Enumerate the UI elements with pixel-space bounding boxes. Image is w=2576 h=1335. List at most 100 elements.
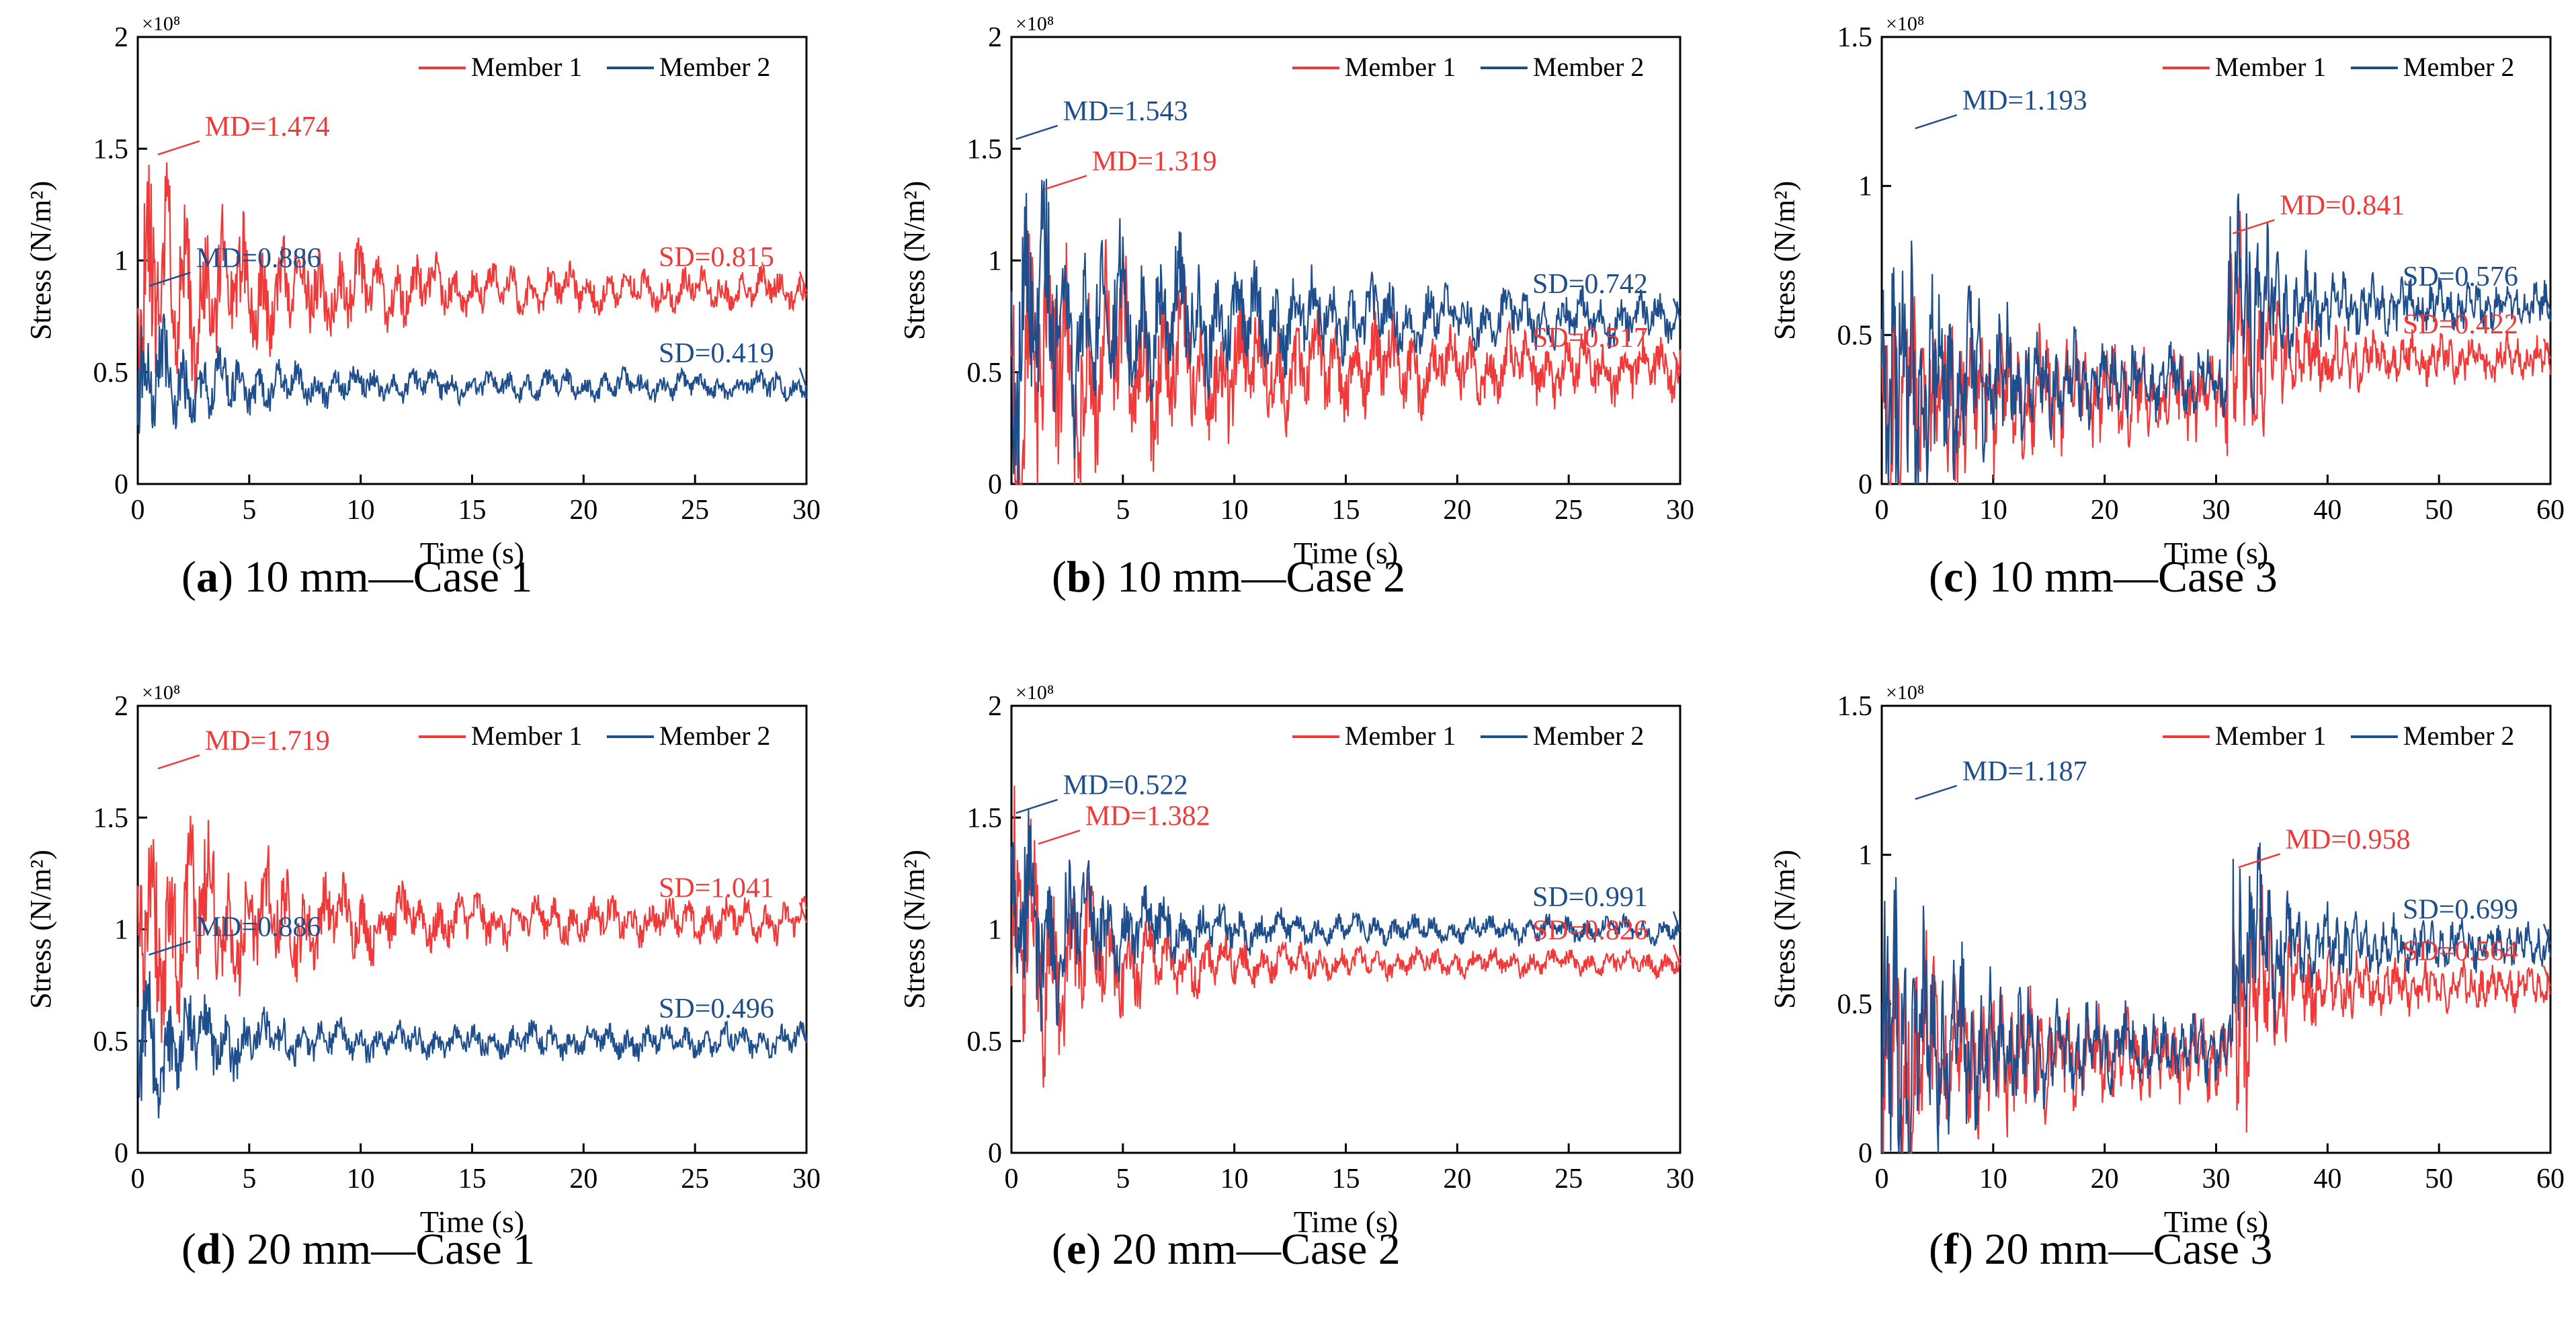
- annotation-label: MD=0.958: [2286, 824, 2411, 855]
- y-tick-label: 0: [114, 1138, 128, 1169]
- annotation-leader: [798, 1022, 808, 1044]
- caption-paren-open: (: [1052, 553, 1067, 602]
- series-line-1: [1880, 885, 2551, 1154]
- series-line-1: [1010, 785, 1681, 1088]
- caption-paren-close: ): [1958, 1225, 1973, 1274]
- x-tick-label: 20: [2091, 1164, 2119, 1195]
- series-line-1: [136, 815, 808, 1043]
- annotation-leader: [2542, 924, 2552, 945]
- y-axis-label: Stress (N/m²): [898, 181, 931, 340]
- caption-paren-open: (: [1929, 553, 1944, 602]
- panel-caption: (a) 10 mm—Case 1: [181, 553, 532, 602]
- y-tick-label: 1.5: [1837, 22, 1873, 53]
- x-tick-label: 30: [1666, 495, 1694, 526]
- caption-text: 20 mm—Case 2: [1101, 1225, 1400, 1274]
- caption-letter: e: [1067, 1225, 1086, 1274]
- annotation-label: SD=0.991: [1532, 882, 1648, 913]
- annotation-label: MD=0.886: [196, 912, 321, 942]
- annotation-label: MD=1.187: [1962, 756, 2087, 787]
- panel-caption: (c) 10 mm—Case 3: [1929, 553, 2278, 602]
- x-tick-label: 25: [1554, 495, 1583, 526]
- annotation-label: SD=0.496: [659, 994, 774, 1024]
- annotation-leader: [2542, 338, 2552, 360]
- x-axis-label: Time (s): [1294, 536, 1399, 570]
- x-tick-label: 30: [2202, 1164, 2231, 1195]
- annotation-leader: [157, 140, 200, 156]
- annotation-label: SD=0.517: [1532, 323, 1648, 354]
- x-tick-label: 5: [242, 1164, 256, 1195]
- x-tick-label: 5: [1116, 1164, 1130, 1195]
- y-tick-label: 1.5: [967, 134, 1003, 165]
- x-tick-label: 15: [1332, 495, 1360, 526]
- x-axis-label: Time (s): [2164, 536, 2269, 570]
- x-tick-label: 0: [131, 1164, 145, 1195]
- annotation-label: MD=1.319: [1092, 146, 1217, 177]
- y-axis-label: Stress (N/m²): [898, 850, 931, 1009]
- annotation-leader: [1915, 784, 1958, 800]
- x-tick-label: 5: [242, 495, 256, 526]
- x-tick-label: 5: [1116, 495, 1130, 526]
- chart-panel-c: 0 0.5 1 1.5 0 10 20 30 40 50 60 ×10⁸ Time (s) Stress …: [1768, 13, 2565, 602]
- x-tick-label: 10: [347, 1164, 375, 1195]
- x-axis-label: Time (s): [420, 536, 525, 570]
- x-tick-label: 30: [792, 1164, 821, 1195]
- x-tick-label: 60: [2536, 1164, 2565, 1195]
- y-tick-label: 0.5: [93, 358, 129, 389]
- y-tick-label: 2: [114, 691, 128, 722]
- caption-paren-open: (: [1929, 1225, 1944, 1274]
- y-tick-label: 1: [988, 915, 1002, 946]
- y-tick-label: 1: [114, 915, 128, 946]
- legend-label: Member 2: [1533, 721, 1645, 751]
- y-tick-label: 1.5: [1837, 691, 1873, 722]
- x-tick-label: 0: [1875, 1164, 1889, 1195]
- annotation-leader: [1038, 830, 1081, 845]
- x-tick-label: 15: [458, 495, 487, 526]
- series-line-1: [136, 162, 808, 411]
- x-tick-label: 30: [792, 495, 821, 526]
- y-tick-label: 1: [1858, 171, 1872, 202]
- annotation-label: SD=0.815: [659, 242, 774, 273]
- x-tick-label: 40: [2313, 1164, 2341, 1195]
- legend-label: Member 1: [2215, 52, 2327, 82]
- y-tick-label: 1.5: [93, 803, 129, 834]
- series-line-2: [1010, 178, 1681, 485]
- annotation-label: MD=0.886: [196, 243, 321, 274]
- y-tick-label: 0: [988, 469, 1002, 500]
- y-tick-label: 1: [114, 246, 128, 277]
- x-tick-label: 25: [1554, 1164, 1583, 1195]
- caption-paren-close: ): [1091, 553, 1106, 602]
- annotation-leader: [2232, 218, 2275, 235]
- legend-label: Member 1: [2215, 721, 2327, 751]
- y-tick-label: 0: [1858, 469, 1872, 500]
- caption-letter: a: [196, 553, 218, 602]
- annotation-leader: [1672, 911, 1681, 932]
- annotation-leader: [1672, 944, 1681, 966]
- annotation-label: MD=1.719: [205, 725, 330, 756]
- annotation-label: MD=1.474: [205, 112, 330, 143]
- annotation-label: SD=0.419: [659, 338, 774, 369]
- caption-paren-close: ): [1963, 553, 1978, 602]
- y-axis-label: Stress (N/m²): [24, 181, 57, 340]
- scale-label: ×10⁸: [1886, 682, 1924, 704]
- legend-label: Member 2: [2403, 721, 2515, 751]
- y-axis-label: Stress (N/m²): [24, 850, 57, 1009]
- y-tick-label: 0.5: [967, 358, 1003, 389]
- caption-letter: c: [1944, 553, 1963, 602]
- x-tick-label: 10: [1979, 495, 2007, 526]
- annotation-leader: [1044, 175, 1087, 190]
- caption-paren-open: (: [1052, 1225, 1067, 1274]
- annotation-label: MD=1.543: [1063, 96, 1188, 127]
- x-tick-label: 50: [2425, 1164, 2453, 1195]
- y-axis-label: Stress (N/m²): [1768, 850, 1801, 1009]
- caption-text: 10 mm—Case 1: [233, 553, 532, 602]
- y-tick-label: 0: [114, 469, 128, 500]
- legend-label: Member 1: [1345, 721, 1456, 751]
- legend-label: Member 1: [1345, 52, 1456, 82]
- y-tick-label: 1.5: [93, 134, 129, 165]
- annotation-leader: [1015, 799, 1058, 814]
- caption-paren-open: (: [181, 553, 196, 602]
- y-tick-label: 1: [1858, 840, 1872, 871]
